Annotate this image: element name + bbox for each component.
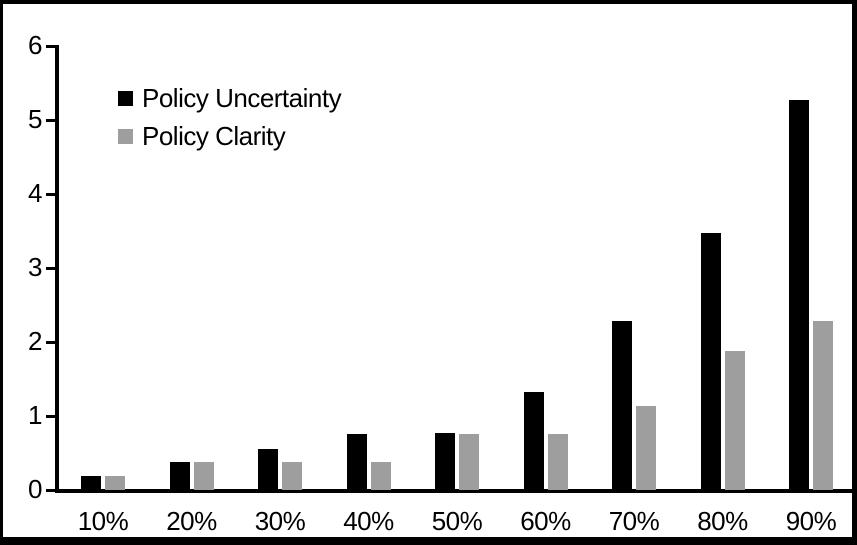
y-tick-label: 2 bbox=[28, 325, 42, 356]
bar-policy-clarity-40% bbox=[370, 462, 391, 490]
bar-policy-clarity-60% bbox=[547, 434, 568, 490]
bar-policy-uncertainty-20% bbox=[169, 462, 190, 490]
x-tick-label-50%: 50% bbox=[431, 506, 483, 536]
bar-policy-uncertainty-40% bbox=[346, 434, 367, 490]
bar-policy-uncertainty-30% bbox=[258, 449, 278, 490]
y-tick-label: 3 bbox=[28, 251, 42, 282]
x-tick-label-30%: 30% bbox=[254, 506, 306, 536]
x-tick-label-40%: 40% bbox=[343, 506, 394, 536]
y-tick-mark bbox=[46, 45, 55, 48]
legend-swatch-gray-square-icon bbox=[118, 128, 133, 144]
y-tick-mark bbox=[46, 193, 55, 196]
y-tick-label: 5 bbox=[28, 103, 42, 134]
x-tick-label-70%: 70% bbox=[608, 506, 660, 536]
legend-item-policy-uncertainty: Policy Uncertainty bbox=[118, 83, 342, 113]
legend-item-policy-clarity: Policy Clarity bbox=[118, 121, 341, 151]
y-tick-mark bbox=[46, 489, 55, 492]
bar-policy-clarity-80% bbox=[724, 351, 745, 490]
bar-policy-uncertainty-80% bbox=[700, 233, 721, 490]
bar-policy-clarity-30% bbox=[282, 462, 302, 490]
y-tick-label: 0 bbox=[28, 473, 42, 504]
bar-policy-clarity-20% bbox=[193, 462, 214, 490]
y-tick-mark bbox=[46, 119, 55, 122]
y-tick-mark bbox=[46, 415, 55, 418]
y-tick-mark bbox=[46, 341, 55, 344]
bar-policy-clarity-10% bbox=[105, 476, 125, 490]
legend: Policy Uncertainty Policy Clarity bbox=[118, 83, 342, 162]
y-tick-label: 1 bbox=[28, 399, 42, 430]
x-tick-label-20%: 20% bbox=[166, 506, 217, 536]
bar-policy-uncertainty-90% bbox=[789, 100, 809, 490]
y-tick-mark bbox=[46, 267, 55, 270]
x-tick-label-60%: 60% bbox=[520, 506, 571, 536]
legend-label-policy-clarity: Policy Clarity bbox=[142, 121, 286, 151]
bar-policy-clarity-70% bbox=[636, 406, 656, 490]
legend-label-policy-uncertainty: Policy Uncertainty bbox=[142, 83, 342, 113]
y-axis-line bbox=[55, 45, 59, 493]
plot-area: 0 1 2 3 4 5 6 10% 20% 30% 40% 50% 60% 70% 80% 90% Poli… bbox=[3, 4, 852, 537]
x-tick-label-90%: 90% bbox=[785, 506, 837, 536]
legend-swatch-black-square-icon bbox=[118, 90, 133, 106]
bar-policy-uncertainty-50% bbox=[435, 433, 455, 490]
x-tick-label-10%: 10% bbox=[77, 506, 129, 536]
bar-policy-uncertainty-60% bbox=[523, 392, 544, 490]
x-tick-label-80%: 80% bbox=[697, 506, 748, 536]
bar-policy-uncertainty-70% bbox=[612, 321, 632, 490]
x-axis-line bbox=[55, 489, 852, 493]
bar-policy-clarity-90% bbox=[813, 321, 833, 490]
y-tick-label: 4 bbox=[28, 177, 42, 208]
bar-policy-clarity-50% bbox=[459, 434, 479, 490]
y-tick-label: 6 bbox=[28, 29, 42, 60]
bar-policy-uncertainty-10% bbox=[81, 476, 101, 490]
